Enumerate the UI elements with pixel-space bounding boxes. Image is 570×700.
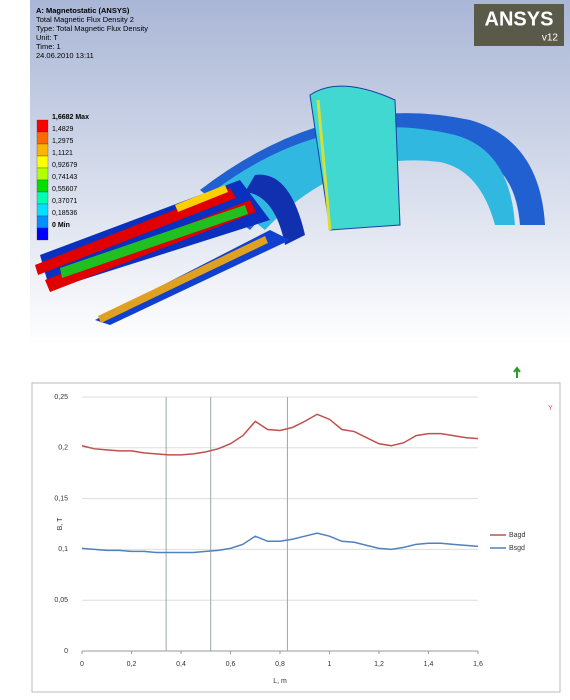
legend-level: 0,18536 <box>52 210 77 217</box>
axis-icon <box>514 368 520 378</box>
y-tick-label: 0,1 <box>58 546 68 553</box>
y-axis-label: B, T <box>57 517 64 530</box>
legend-level: 0,92679 <box>52 162 77 169</box>
legend-swatch <box>37 180 48 192</box>
x-tick-label: 1,4 <box>424 661 434 668</box>
x-axis-label: L, m <box>273 678 287 685</box>
legend-swatch <box>37 204 48 216</box>
header-line: A: Magnetostatic (ANSYS) <box>36 6 130 15</box>
legend-swatch <box>37 228 48 240</box>
logo: ANSYS <box>485 8 554 30</box>
annotation: Y <box>548 405 553 412</box>
x-tick-label: 1,6 <box>473 661 483 668</box>
legend-swatch <box>37 144 48 156</box>
legend-swatch <box>37 168 48 180</box>
x-tick-label: 1 <box>328 661 332 668</box>
legend-label: Bagd <box>509 532 525 539</box>
y-tick-label: 0 <box>64 648 68 655</box>
y-tick-label: 0,15 <box>54 495 68 502</box>
header-line: Unit: T <box>36 33 58 42</box>
header-line: 24.06.2010 13:11 <box>36 51 94 60</box>
header-line: Time: 1 <box>36 42 61 51</box>
header-line: Type: Total Magnetic Flux Density <box>36 24 148 33</box>
x-tick-label: 0,6 <box>226 661 236 668</box>
chart-frame <box>32 383 560 692</box>
screen: A: Magnetostatic (ANSYS) Total Magnetic … <box>0 0 570 695</box>
header-line: Total Magnetic Flux Density 2 <box>36 15 134 24</box>
legend-swatch <box>37 120 48 132</box>
legend-swatch <box>37 132 48 144</box>
x-tick-label: 1,2 <box>374 661 384 668</box>
legend-min: 0 Min <box>52 222 70 229</box>
x-tick-label: 0 <box>80 661 84 668</box>
legend-label: Bsgd <box>509 545 525 552</box>
legend-max: 1,6682 Max <box>52 114 89 121</box>
y-tick-label: 0,2 <box>58 445 68 452</box>
version: v12 <box>542 33 559 44</box>
x-tick-label: 0,4 <box>176 661 186 668</box>
legend-level: 1,1121 <box>52 150 73 157</box>
legend-level: 0,37071 <box>52 198 77 205</box>
legend-level: 0,55607 <box>52 186 77 193</box>
y-tick-label: 0,05 <box>54 597 68 604</box>
legend-swatch <box>37 192 48 204</box>
legend-swatch <box>37 216 48 228</box>
y-tick-label: 0,25 <box>54 394 68 401</box>
legend-level: 1,4829 <box>52 126 74 133</box>
legend-level: 0,74143 <box>52 174 77 181</box>
legend-swatch <box>37 156 48 168</box>
legend-level: 1,2975 <box>52 138 74 145</box>
x-tick-label: 0,8 <box>275 661 285 668</box>
x-tick-label: 0,2 <box>127 661 137 668</box>
